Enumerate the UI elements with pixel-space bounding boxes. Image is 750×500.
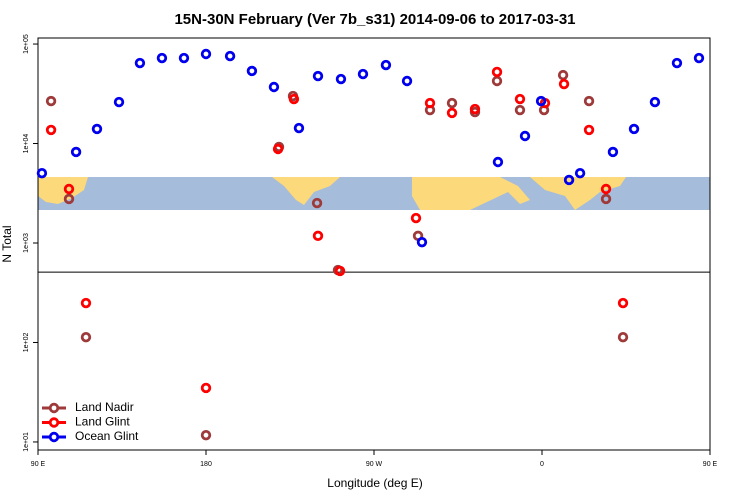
- data-point: [246, 65, 258, 77]
- data-point: [535, 95, 547, 107]
- data-point: [617, 297, 629, 309]
- data-point: [600, 193, 612, 205]
- y-tick-label: 1e+04: [23, 134, 30, 154]
- data-point: [63, 183, 75, 195]
- data-point: [311, 197, 323, 209]
- x-tick-label: 180: [200, 461, 212, 468]
- data-point: [80, 331, 92, 343]
- data-point: [224, 50, 236, 62]
- y-tick-label: 1e+03: [23, 233, 30, 253]
- data-point: [335, 73, 347, 85]
- data-point: [63, 193, 75, 205]
- data-point: [272, 143, 284, 155]
- legend-label: Land Glint: [75, 415, 130, 429]
- data-point: [178, 52, 190, 64]
- x-tick-label: 90 E: [703, 461, 718, 468]
- data-point: [628, 123, 640, 135]
- data-point: [334, 265, 346, 277]
- y-axis-label: N Total: [0, 225, 14, 262]
- data-point: [649, 96, 661, 108]
- data-point: [416, 236, 428, 248]
- legend-label: Ocean Glint: [75, 429, 139, 443]
- data-point: [492, 156, 504, 168]
- data-point: [617, 331, 629, 343]
- data-point: [671, 57, 683, 69]
- data-point: [446, 97, 458, 109]
- x-tick-label: 90 W: [366, 461, 383, 468]
- data-point: [574, 168, 586, 179]
- data-point: [200, 382, 212, 394]
- data-point: [156, 52, 168, 64]
- data-point: [514, 93, 526, 105]
- data-point: [693, 52, 705, 64]
- y-tick-label: 1e+01: [23, 432, 30, 452]
- data-point: [583, 124, 595, 136]
- data-point: [401, 75, 413, 87]
- data-point: [134, 57, 146, 69]
- legend-marker: [48, 431, 60, 443]
- data-point: [558, 78, 570, 90]
- data-point: [491, 66, 503, 78]
- map-band: [38, 177, 710, 210]
- data-point: [200, 429, 212, 441]
- x-tick-label: 0: [540, 461, 544, 468]
- data-point: [491, 75, 503, 87]
- data-point: [113, 96, 125, 108]
- data-point: [557, 69, 569, 81]
- data-point: [288, 93, 300, 105]
- data-point: [563, 174, 575, 186]
- data-point: [45, 124, 57, 136]
- y-tick-label: 1e+02: [23, 333, 30, 353]
- data-point: [607, 146, 619, 158]
- data-point: [80, 297, 92, 309]
- data-point: [519, 130, 531, 142]
- legend-label: Land Nadir: [75, 400, 134, 414]
- data-point: [424, 97, 436, 109]
- plot-frame: [37, 37, 711, 451]
- x-tick-label: 90 E: [31, 461, 46, 468]
- data-point: [200, 48, 212, 60]
- data-point: [36, 168, 48, 179]
- data-point: [91, 123, 103, 135]
- y-tick-label: 1e+05: [23, 34, 30, 54]
- data-point: [600, 183, 612, 195]
- legend-marker: [48, 402, 60, 414]
- data-point: [380, 59, 392, 71]
- data-point: [583, 95, 595, 107]
- legend-marker: [48, 417, 60, 428]
- data-point: [312, 70, 324, 82]
- data-point: [293, 122, 305, 134]
- data-point: [410, 212, 422, 224]
- data-point: [357, 68, 369, 80]
- x-axis-label: Longitude (deg E): [327, 476, 422, 490]
- data-point: [446, 107, 458, 119]
- data-point: [514, 104, 526, 116]
- data-point: [469, 103, 481, 115]
- data-point: [70, 146, 82, 158]
- chart-title: 15N-30N February (Ver 7b_s31) 2014-09-06…: [174, 11, 575, 28]
- data-point: [268, 81, 280, 93]
- data-point: [312, 230, 324, 242]
- data-point: [45, 95, 57, 107]
